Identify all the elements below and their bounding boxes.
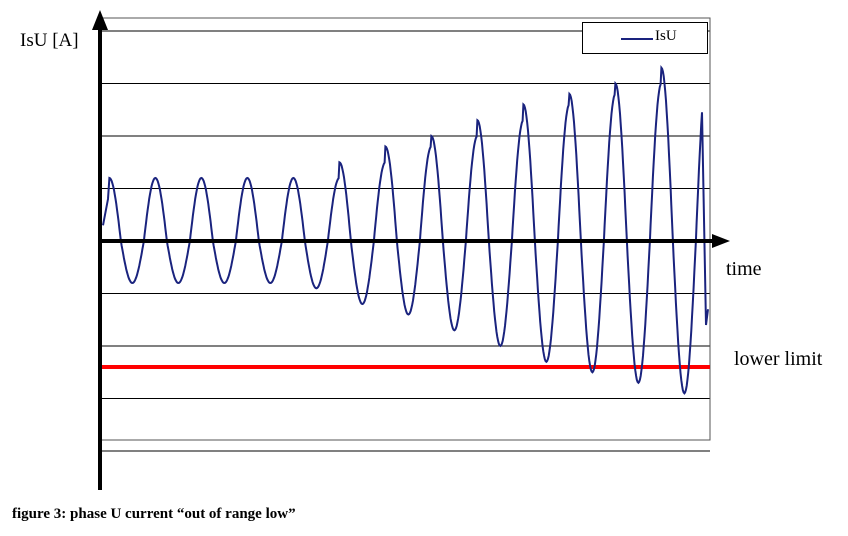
y-axis-label: IsU [A]	[20, 30, 79, 51]
legend-label-isu: IsU	[655, 28, 677, 44]
series-isu-line	[102, 65, 709, 395]
lower-limit-label: lower limit	[734, 348, 823, 370]
legend-swatch-isu	[621, 38, 653, 40]
axes	[92, 10, 730, 490]
legend: IsU	[582, 22, 708, 54]
y-axis-arrow	[92, 10, 108, 30]
gridlines	[102, 30, 710, 452]
figure-caption: figure 3: phase U current “out of range …	[12, 506, 296, 522]
x-axis-arrow	[712, 234, 730, 248]
x-axis-label: time	[726, 258, 762, 280]
